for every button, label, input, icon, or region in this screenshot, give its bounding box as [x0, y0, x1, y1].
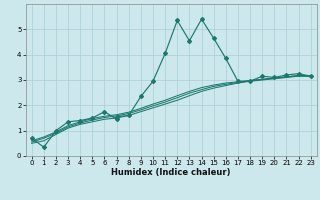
- X-axis label: Humidex (Indice chaleur): Humidex (Indice chaleur): [111, 168, 231, 177]
